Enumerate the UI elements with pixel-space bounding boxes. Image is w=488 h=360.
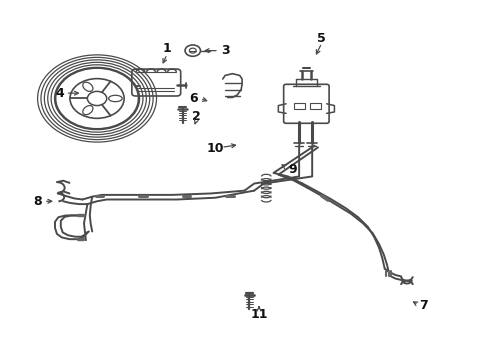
- Text: 7: 7: [418, 299, 427, 312]
- Text: 5: 5: [317, 32, 325, 45]
- Text: 4: 4: [55, 87, 64, 100]
- Text: 6: 6: [189, 92, 198, 105]
- Text: 11: 11: [250, 308, 267, 321]
- Text: 3: 3: [221, 44, 229, 57]
- Text: 2: 2: [191, 110, 200, 123]
- Text: 8: 8: [33, 195, 42, 208]
- Text: 9: 9: [288, 163, 297, 176]
- Text: 10: 10: [206, 141, 224, 154]
- Text: 1: 1: [163, 42, 171, 55]
